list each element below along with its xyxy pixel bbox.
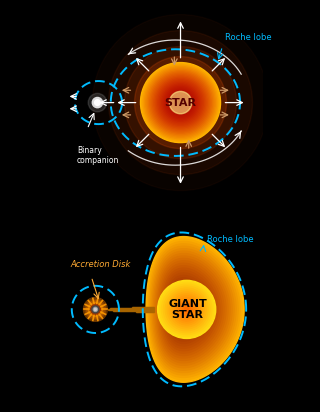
Polygon shape [152, 249, 234, 370]
Circle shape [169, 91, 192, 114]
Circle shape [92, 306, 99, 313]
Circle shape [171, 294, 202, 325]
Circle shape [147, 69, 214, 136]
Circle shape [88, 94, 107, 112]
Circle shape [162, 284, 212, 335]
Circle shape [156, 79, 204, 126]
Polygon shape [169, 280, 208, 339]
Polygon shape [179, 300, 192, 319]
Circle shape [143, 65, 218, 140]
Circle shape [93, 307, 97, 311]
Polygon shape [181, 304, 188, 314]
Circle shape [160, 282, 214, 337]
Polygon shape [157, 258, 226, 360]
Circle shape [183, 306, 190, 313]
Circle shape [164, 286, 210, 332]
Polygon shape [166, 275, 212, 344]
Circle shape [134, 56, 227, 149]
Circle shape [170, 92, 191, 113]
Circle shape [153, 75, 209, 131]
Circle shape [145, 67, 217, 138]
Polygon shape [172, 288, 202, 331]
Polygon shape [160, 263, 222, 356]
Circle shape [154, 76, 207, 129]
Polygon shape [147, 239, 242, 380]
Circle shape [181, 304, 193, 315]
Circle shape [177, 300, 196, 319]
Polygon shape [165, 273, 214, 346]
Text: STAR: STAR [164, 98, 196, 108]
Circle shape [185, 307, 188, 311]
Circle shape [151, 73, 210, 132]
Circle shape [167, 290, 206, 329]
Circle shape [95, 100, 100, 105]
Text: GIANT
STAR: GIANT STAR [168, 299, 207, 320]
Circle shape [175, 97, 186, 108]
Circle shape [155, 77, 206, 128]
Polygon shape [180, 302, 190, 317]
Circle shape [148, 70, 212, 135]
Text: Roche lobe: Roche lobe [225, 33, 271, 42]
Circle shape [172, 95, 188, 110]
Polygon shape [154, 251, 232, 368]
Circle shape [171, 93, 190, 112]
Circle shape [150, 72, 211, 133]
Circle shape [173, 296, 200, 323]
Circle shape [90, 304, 101, 315]
Circle shape [178, 100, 183, 105]
Circle shape [169, 292, 204, 327]
Polygon shape [155, 253, 230, 365]
Circle shape [87, 301, 104, 318]
Text: Roche lobe: Roche lobe [207, 235, 254, 244]
Polygon shape [170, 283, 206, 336]
Circle shape [167, 89, 194, 116]
Circle shape [94, 309, 96, 310]
Polygon shape [148, 241, 240, 377]
Circle shape [140, 63, 220, 143]
Circle shape [175, 298, 198, 321]
Circle shape [124, 47, 236, 159]
Polygon shape [150, 244, 238, 375]
Polygon shape [151, 246, 236, 372]
Circle shape [84, 297, 107, 321]
Circle shape [142, 64, 219, 141]
Text: Accretion Disk: Accretion Disk [71, 260, 131, 269]
Circle shape [161, 82, 201, 123]
Circle shape [88, 302, 102, 316]
Circle shape [177, 98, 185, 107]
Circle shape [162, 84, 199, 121]
Polygon shape [167, 278, 210, 341]
Circle shape [166, 88, 195, 117]
Polygon shape [161, 266, 220, 353]
Circle shape [164, 87, 196, 119]
Circle shape [165, 288, 208, 331]
Circle shape [159, 81, 202, 124]
Circle shape [108, 30, 252, 175]
Polygon shape [164, 271, 216, 348]
Polygon shape [162, 268, 218, 351]
Circle shape [158, 280, 216, 339]
Circle shape [179, 302, 195, 317]
Polygon shape [171, 285, 204, 334]
Polygon shape [176, 295, 196, 324]
Text: Binary
companion: Binary companion [77, 146, 119, 165]
Polygon shape [182, 307, 186, 312]
Circle shape [163, 85, 198, 120]
Circle shape [92, 98, 102, 108]
Polygon shape [173, 290, 200, 329]
Polygon shape [156, 256, 228, 363]
Polygon shape [175, 293, 198, 326]
Circle shape [169, 91, 193, 115]
Circle shape [174, 96, 187, 109]
Polygon shape [177, 297, 194, 321]
Circle shape [85, 299, 106, 320]
Polygon shape [159, 261, 224, 358]
Circle shape [158, 80, 203, 125]
Circle shape [146, 68, 215, 137]
Circle shape [179, 101, 182, 104]
Polygon shape [146, 236, 244, 382]
